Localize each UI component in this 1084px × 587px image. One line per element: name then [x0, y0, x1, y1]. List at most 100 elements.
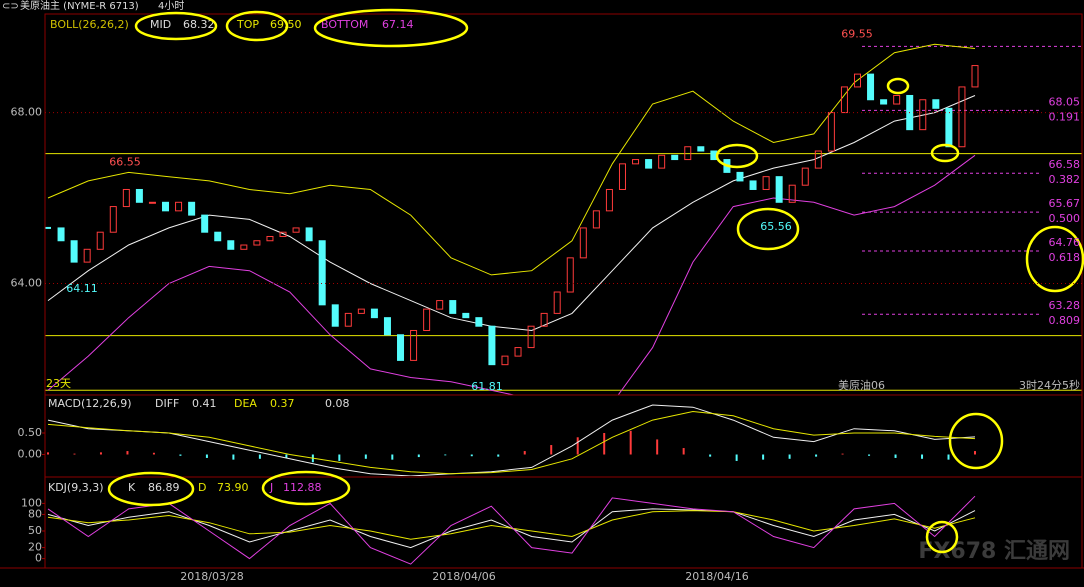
candle: [932, 99, 940, 109]
candle: [566, 257, 574, 293]
candle: [749, 180, 757, 190]
dea-label: DEA: [234, 397, 257, 410]
candle: [827, 112, 835, 152]
candle: [645, 159, 653, 169]
candle: [658, 154, 666, 169]
candle: [880, 99, 888, 105]
macd-line: [47, 410, 976, 475]
candle: [135, 188, 143, 203]
mid-label: MID: [150, 18, 171, 31]
fib-price: 63.28: [1049, 299, 1081, 312]
d-value: 73.90: [217, 481, 249, 494]
y-tick-label: 68.00: [11, 106, 43, 119]
candle: [410, 329, 418, 361]
candle: [527, 325, 535, 349]
macd-value: 0.08: [325, 397, 350, 410]
extreme-label: 66.55: [109, 156, 141, 169]
candle: [592, 210, 600, 229]
candle: [279, 231, 287, 237]
candle: [436, 300, 444, 310]
candle: [475, 317, 483, 327]
candle: [893, 94, 901, 105]
macd-tick-label: 0.50: [18, 426, 43, 439]
candle: [383, 317, 391, 336]
indicator-label: BOLL(26,26,2): [50, 18, 129, 31]
candle: [579, 227, 587, 259]
candle: [540, 312, 548, 327]
fib-price: 65.67: [1049, 197, 1081, 210]
x-tick-label: 2018/03/28: [180, 570, 243, 583]
candle: [109, 206, 117, 233]
fib-ratio: 0.500: [1049, 212, 1081, 225]
kdj-tick-label: 0: [35, 552, 42, 565]
candle: [370, 308, 378, 319]
candle: [501, 355, 509, 366]
period[interactable]: 4小时: [158, 0, 184, 12]
candle: [188, 201, 196, 216]
fib-ratio: 0.618: [1049, 251, 1081, 264]
top-label: TOP: [236, 18, 259, 31]
candle: [357, 308, 365, 314]
candle: [736, 171, 744, 182]
candle: [96, 231, 104, 250]
j-label: J: [269, 481, 273, 494]
candle: [671, 154, 679, 161]
contract-label: 美原油06: [838, 378, 885, 392]
kdj-line: [47, 495, 976, 565]
candle: [462, 312, 470, 319]
instrument-title: 美原油主 (NYME-R 6713): [20, 0, 139, 12]
candle: [162, 201, 170, 212]
y-tick-label: 64.00: [11, 276, 43, 289]
candle: [867, 73, 875, 101]
candle: [305, 227, 313, 242]
candle: [266, 235, 274, 242]
candle: [240, 244, 248, 250]
boll-line: [47, 43, 976, 276]
highlight-ellipses: [107, 8, 1084, 554]
k-label: K: [128, 481, 136, 494]
plot-layer: [47, 404, 976, 476]
candle: [318, 240, 326, 306]
macd-tick-label: 0.00: [18, 447, 43, 460]
macd-title: MACD(12,26,9): [48, 397, 132, 410]
fib-price: 66.58: [1049, 158, 1081, 171]
kdj-tick-label: 100: [21, 496, 42, 509]
candle: [449, 300, 457, 314]
candle: [697, 146, 705, 152]
mid-value: 68.32: [183, 18, 215, 31]
candle: [57, 227, 65, 242]
extreme-label: 69.55: [841, 27, 873, 40]
diff-value: 0.41: [192, 397, 217, 410]
candle: [553, 291, 561, 314]
fib-ratio: 0.382: [1049, 173, 1081, 186]
candle: [292, 227, 300, 233]
macd-line: [47, 404, 976, 476]
candle: [423, 308, 431, 331]
candle: [253, 240, 261, 246]
candle: [227, 240, 235, 250]
candle: [618, 163, 626, 190]
candle: [840, 86, 848, 114]
dea-value: 0.37: [270, 397, 295, 410]
candle: [775, 176, 783, 203]
panel-frames: [0, 13, 1084, 569]
candle: [122, 188, 130, 208]
k-value: 86.89: [148, 481, 180, 494]
menu-icon[interactable]: ⊂⊃: [2, 1, 19, 12]
candle: [175, 201, 183, 212]
candle: [605, 188, 613, 212]
candle: [397, 334, 405, 361]
candle: [684, 146, 692, 161]
extreme-label: 64.11: [66, 282, 98, 295]
candle: [83, 248, 91, 263]
candle: [919, 99, 927, 131]
candle: [788, 184, 796, 203]
candle: [945, 107, 953, 148]
kdj-tick-label: 80: [28, 507, 42, 520]
candle: [814, 150, 822, 169]
candle: [201, 214, 209, 233]
range-label: 23天: [46, 377, 71, 390]
candle: [801, 167, 809, 186]
kdj-line: [47, 510, 976, 540]
